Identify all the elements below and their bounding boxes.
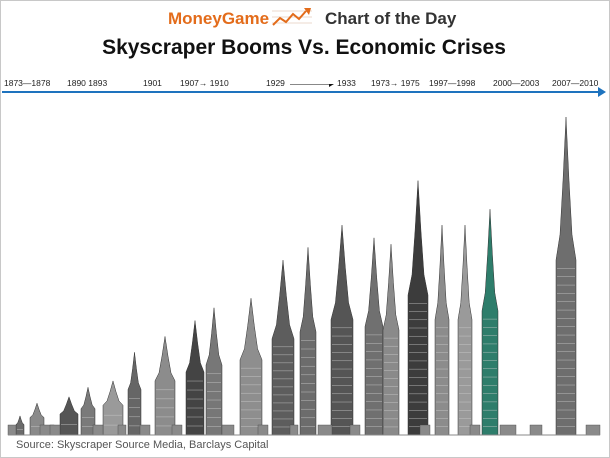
building-11-shape xyxy=(271,260,295,436)
building-15 xyxy=(382,244,400,436)
timeline-label-1901: 1901 xyxy=(143,78,162,88)
chart-title: Skyscraper Booms Vs. Economic Crises xyxy=(102,36,506,59)
timeline-label-1873-1878: 1873—1878 xyxy=(4,78,51,88)
low-building-1 xyxy=(7,424,17,436)
low-building-5 xyxy=(117,424,127,436)
building-8 xyxy=(185,320,205,436)
building-11 xyxy=(271,260,295,436)
timeline-label-2000-2003: 2000—2003 xyxy=(493,78,540,88)
low-building-16 xyxy=(529,424,543,436)
brand-name: MoneyGame xyxy=(168,9,270,28)
timeline-label-1973-1975: 1973→ 1975 xyxy=(371,78,420,88)
building-13-shape xyxy=(330,225,354,436)
trend-arrow-icon xyxy=(272,8,312,26)
low-building-14 xyxy=(469,424,481,436)
low-building-13 xyxy=(419,424,431,436)
building-4-shape xyxy=(80,387,96,436)
timeline-label-2007-2010: 2007—2010 xyxy=(552,78,599,88)
low-building-10 xyxy=(289,424,299,436)
building-20-shape xyxy=(555,116,577,436)
building-4 xyxy=(80,387,96,436)
building-9 xyxy=(205,307,223,436)
building-12-shape xyxy=(299,247,317,436)
building-10-shape xyxy=(239,298,263,436)
timeline-label-1890-1893: 1890 1893 xyxy=(67,78,108,88)
timeline-axis-arrowhead xyxy=(598,87,606,97)
building-12 xyxy=(299,247,317,436)
building-18 xyxy=(457,225,473,436)
timeline-label-1997-1998: 1997—1998 xyxy=(429,78,476,88)
building-15-shape xyxy=(382,244,400,436)
building-3 xyxy=(59,396,79,436)
timeline-label-1929: 1929 xyxy=(266,78,285,88)
trend-arrowhead xyxy=(304,8,311,15)
buildings-layer xyxy=(7,116,601,436)
header: MoneyGame Chart of the Day xyxy=(0,0,608,36)
timeline-axis xyxy=(2,84,606,97)
trend-line xyxy=(272,10,307,26)
chart-of-the-day-label: Chart of the Day xyxy=(325,9,457,28)
building-16-shape xyxy=(407,180,429,436)
building-8-shape xyxy=(185,320,205,436)
low-building-6 xyxy=(139,424,151,436)
building-13 xyxy=(330,225,354,436)
low-building-8 xyxy=(221,424,235,436)
building-17 xyxy=(434,225,450,436)
timeline-label-1933: 1933 xyxy=(337,78,356,88)
building-6-shape xyxy=(127,352,142,436)
low-building-17 xyxy=(585,424,601,436)
building-5 xyxy=(102,380,124,436)
timeline-1929-1933-arrowhead xyxy=(329,84,334,87)
low-building-3 xyxy=(49,424,61,436)
low-building-12 xyxy=(349,424,361,436)
building-17-shape xyxy=(434,225,450,436)
building-9-shape xyxy=(205,307,223,436)
building-6 xyxy=(127,352,142,436)
low-building-11 xyxy=(317,424,333,436)
building-5-shape xyxy=(102,380,124,436)
timeline-label-1907-1910: 1907→ 1910 xyxy=(180,78,229,88)
building-14-shape xyxy=(364,237,384,436)
skyscraper-chart xyxy=(7,116,601,436)
building-16 xyxy=(407,180,429,436)
building-20 xyxy=(555,116,577,436)
building-14 xyxy=(364,237,384,436)
building-3-shape xyxy=(59,396,79,436)
building-18-shape xyxy=(457,225,473,436)
building-19-shape xyxy=(481,209,499,436)
low-building-4 xyxy=(92,424,104,436)
building-1 xyxy=(15,415,25,436)
low-building-7 xyxy=(171,424,183,436)
source-note: Source: Skyscraper Source Media, Barclay… xyxy=(16,439,269,451)
building-7-shape xyxy=(154,336,176,436)
timeline: 1873—1878 1890 1893 1901 1907→ 1910 1929… xyxy=(0,70,608,104)
building-19 xyxy=(481,209,499,436)
low-building-15 xyxy=(499,424,517,436)
building-1-shape xyxy=(15,415,25,436)
building-7 xyxy=(154,336,176,436)
low-building-9 xyxy=(257,424,269,436)
building-10 xyxy=(239,298,263,436)
